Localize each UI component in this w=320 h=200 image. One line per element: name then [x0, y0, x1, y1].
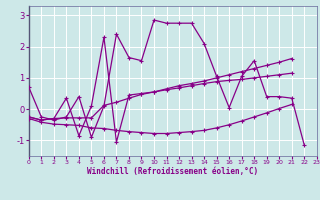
- X-axis label: Windchill (Refroidissement éolien,°C): Windchill (Refroidissement éolien,°C): [87, 167, 258, 176]
